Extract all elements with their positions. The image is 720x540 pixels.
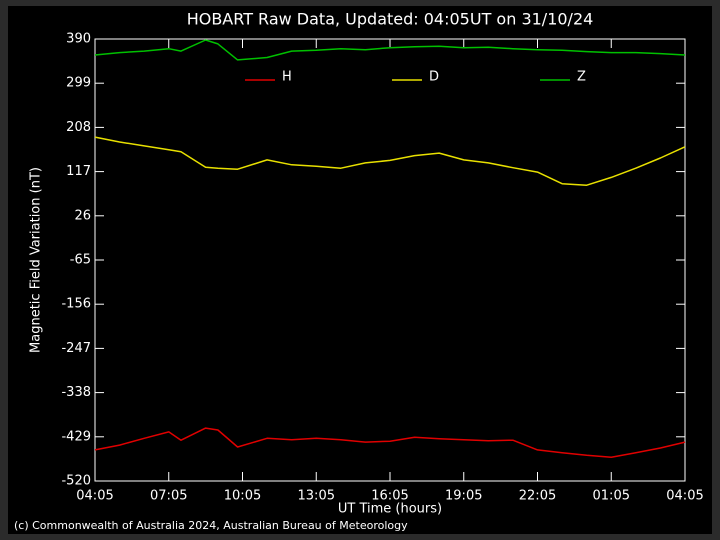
x-tick-label: 01:05 — [593, 489, 630, 504]
legend-label: Z — [577, 70, 586, 85]
x-tick-label: 04:05 — [76, 489, 113, 504]
legend-label: D — [429, 70, 439, 85]
data-line — [94, 427, 686, 458]
x-tick-label: 16:05 — [371, 489, 408, 504]
y-tick-label: 299 — [66, 76, 91, 91]
footer: (c) Commonwealth of Australia 2024, Aust… — [14, 519, 408, 532]
x-tick-label: 22:05 — [519, 489, 556, 504]
x-tick-label: 04:05 — [666, 489, 703, 504]
y-tick-label: -338 — [61, 385, 91, 400]
chart-title: HOBART Raw Data, Updated: 04:05UT on 31/… — [187, 10, 594, 29]
y-tick-label: -429 — [61, 429, 91, 444]
chart-background — [8, 6, 712, 534]
data-line — [94, 39, 686, 61]
y-tick-label: 390 — [66, 32, 91, 47]
x-axis-label: UT Time (hours) — [338, 502, 442, 517]
y-tick-label: -65 — [70, 253, 91, 268]
y-tick-label: -247 — [61, 341, 91, 356]
y-tick-label: -520 — [61, 474, 91, 489]
y-tick-label: -156 — [61, 297, 91, 312]
x-tick-label: 10:05 — [224, 489, 261, 504]
data-line — [94, 136, 686, 186]
y-axis-label: Magnetic Field Variation (nT) — [29, 167, 44, 353]
y-tick-label: 117 — [66, 164, 91, 179]
legend-label: H — [282, 70, 292, 85]
x-tick-label: 19:05 — [445, 489, 482, 504]
x-tick-label: 07:05 — [150, 489, 187, 504]
y-tick-label: 26 — [74, 208, 91, 223]
y-tick-label: 208 — [66, 120, 91, 135]
x-tick-label: 13:05 — [298, 489, 335, 504]
